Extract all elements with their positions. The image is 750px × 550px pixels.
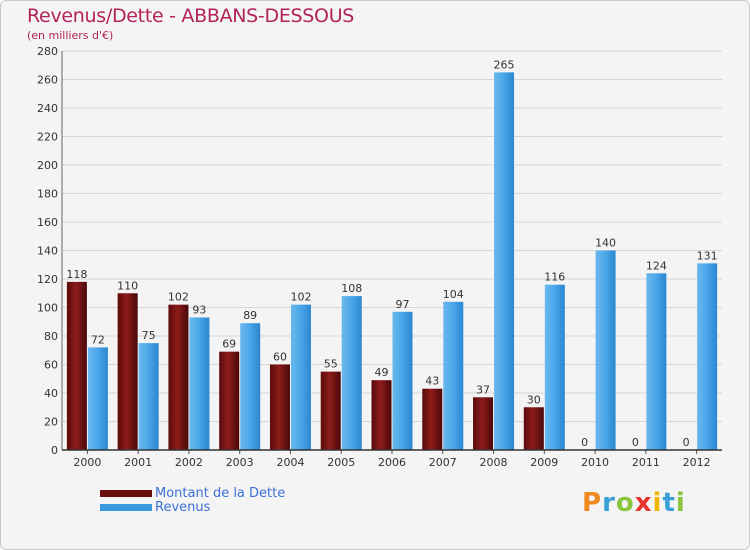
legend-swatch-debt — [100, 490, 152, 497]
data-label-debt: 0 — [683, 436, 690, 449]
data-label-debt: 69 — [222, 338, 236, 351]
data-label-debt: 55 — [324, 358, 338, 371]
data-label-debt: 102 — [168, 291, 189, 304]
x-tick-label: 2008 — [480, 456, 508, 469]
y-tick-label: 140 — [37, 245, 58, 258]
data-label-revenue: 265 — [494, 58, 515, 71]
data-label-revenue: 116 — [544, 271, 565, 284]
data-label-revenue: 108 — [341, 282, 362, 295]
y-tick-label: 0 — [51, 444, 58, 457]
x-tick-label: 2006 — [378, 456, 406, 469]
legend-swatch-revenue — [100, 504, 152, 511]
data-label-revenue: 72 — [91, 333, 105, 346]
bar-revenue — [290, 304, 311, 450]
bar-debt — [422, 388, 443, 450]
bar-revenue — [87, 347, 108, 450]
y-tick-label: 80 — [44, 330, 58, 343]
chart-title: Revenus/Dette - ABBANS-DESSOUS — [27, 5, 355, 27]
bar-debt — [269, 364, 290, 450]
bar-revenue — [443, 301, 464, 450]
bar-revenue — [595, 250, 616, 450]
data-label-debt: 43 — [425, 375, 439, 388]
chart-subtitle: (en milliers d'€) — [27, 29, 114, 42]
y-tick-label: 40 — [44, 387, 58, 400]
bar-debt — [66, 281, 87, 450]
data-label-debt: 110 — [117, 279, 138, 292]
data-label-debt: 37 — [476, 383, 490, 396]
x-tick-label: 2003 — [226, 456, 254, 469]
bar-revenue — [240, 323, 261, 450]
x-tick-label: 2002 — [175, 456, 203, 469]
bar-revenue — [138, 343, 159, 450]
y-tick-label: 260 — [37, 74, 58, 87]
data-label-debt: 60 — [273, 351, 287, 364]
x-tick-label: 2009 — [530, 456, 558, 469]
y-tick-label: 20 — [44, 416, 58, 429]
y-tick-label: 200 — [37, 159, 58, 172]
data-label-revenue: 140 — [595, 237, 616, 250]
data-label-debt: 0 — [632, 436, 639, 449]
x-tick-label: 2007 — [429, 456, 457, 469]
y-tick-label: 60 — [44, 359, 58, 372]
data-label-revenue: 124 — [646, 259, 667, 272]
bar-debt — [168, 304, 189, 450]
proxiti-logo: Proxiti — [582, 488, 686, 518]
data-label-revenue: 89 — [243, 309, 257, 322]
data-label-revenue: 104 — [443, 288, 464, 301]
data-label-revenue: 93 — [192, 303, 206, 316]
data-label-revenue: 102 — [290, 291, 311, 304]
legend-label-debt: Montant de la Dette — [155, 486, 286, 501]
bar-revenue — [697, 263, 718, 450]
data-label-revenue: 97 — [396, 298, 410, 311]
bar-debt — [219, 351, 240, 450]
y-tick-label: 100 — [37, 302, 58, 315]
y-tick-label: 280 — [37, 45, 58, 58]
data-label-debt: 0 — [581, 436, 588, 449]
bar-debt — [371, 380, 392, 450]
bar-debt — [320, 371, 341, 450]
bar-revenue — [189, 317, 210, 450]
y-tick-label: 160 — [37, 216, 58, 229]
x-tick-label: 2000 — [73, 456, 101, 469]
bar-revenue — [646, 273, 667, 450]
y-tick-label: 220 — [37, 131, 58, 144]
bar-debt — [523, 407, 544, 450]
bar-debt — [473, 397, 494, 450]
bar-revenue — [341, 296, 362, 450]
y-tick-label: 180 — [37, 188, 58, 201]
legend-label-revenue: Revenus — [155, 500, 211, 515]
x-tick-label: 2005 — [327, 456, 355, 469]
x-tick-label: 2001 — [124, 456, 152, 469]
x-tick-label: 2012 — [683, 456, 711, 469]
bar-revenue — [544, 284, 565, 450]
x-tick-label: 2011 — [632, 456, 660, 469]
x-tick-label: 2010 — [581, 456, 609, 469]
x-tick-label: 2004 — [276, 456, 304, 469]
data-label-debt: 49 — [375, 366, 389, 379]
data-label-revenue: 75 — [142, 329, 156, 342]
bar-debt — [117, 293, 138, 450]
y-tick-label: 240 — [37, 102, 58, 115]
y-tick-label: 120 — [37, 273, 58, 286]
data-label-revenue: 131 — [697, 249, 718, 262]
bar-revenue — [392, 311, 413, 450]
bar-revenue — [494, 72, 515, 450]
data-label-debt: 30 — [527, 393, 541, 406]
data-label-debt: 118 — [66, 268, 87, 281]
